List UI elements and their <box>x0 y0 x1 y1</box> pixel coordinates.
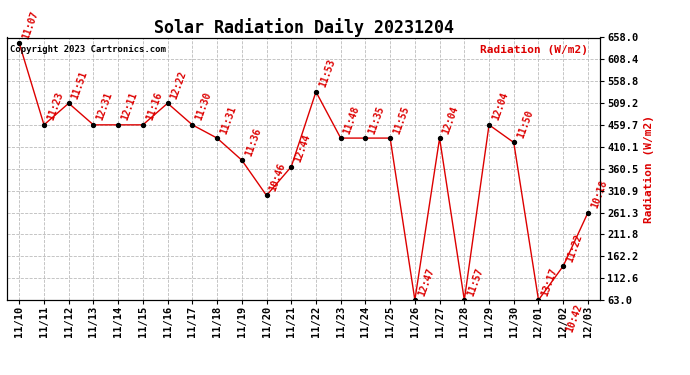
Text: 11:48: 11:48 <box>342 104 362 135</box>
Point <box>63 100 75 106</box>
Text: 11:55: 11:55 <box>391 104 411 135</box>
Point <box>409 297 420 303</box>
Text: 13:17: 13:17 <box>540 266 560 297</box>
Text: 11:51: 11:51 <box>70 69 90 100</box>
Text: Copyright 2023 Cartronics.com: Copyright 2023 Cartronics.com <box>10 45 166 54</box>
Text: 11:23: 11:23 <box>46 91 65 122</box>
Point <box>384 135 395 141</box>
Point <box>360 135 371 141</box>
Point <box>261 192 272 198</box>
Point <box>236 157 247 163</box>
Point <box>459 297 470 303</box>
Point <box>509 140 520 146</box>
Text: 11:07: 11:07 <box>21 9 40 40</box>
Point <box>582 210 593 216</box>
Text: 11:22: 11:22 <box>564 232 584 263</box>
Text: 11:30: 11:30 <box>194 91 213 122</box>
Point <box>39 122 50 128</box>
Title: Solar Radiation Daily 20231204: Solar Radiation Daily 20231204 <box>154 18 453 38</box>
Text: 12:11: 12:11 <box>119 91 139 122</box>
Text: 11:16: 11:16 <box>144 91 164 122</box>
Point <box>212 135 223 141</box>
Text: Radiation (W/m2): Radiation (W/m2) <box>480 45 589 56</box>
Point <box>335 135 346 141</box>
Point <box>286 164 297 170</box>
Point <box>112 122 124 128</box>
Text: 10:18: 10:18 <box>589 179 609 210</box>
Point <box>310 89 322 95</box>
Text: 12:04: 12:04 <box>491 91 510 122</box>
Text: 11:57: 11:57 <box>466 266 485 297</box>
Point <box>137 122 148 128</box>
Text: 11:50: 11:50 <box>515 109 535 140</box>
Point <box>162 100 173 106</box>
Point <box>484 122 495 128</box>
Text: 10:46: 10:46 <box>268 162 287 193</box>
Y-axis label: Radiation (W/m2): Radiation (W/m2) <box>644 115 654 223</box>
Point <box>14 40 25 46</box>
Text: 11:31: 11:31 <box>219 104 238 135</box>
Text: 12:47: 12:47 <box>416 266 435 297</box>
Point <box>187 122 198 128</box>
Text: 12:04: 12:04 <box>441 104 460 135</box>
Point <box>434 135 445 141</box>
Text: 12:22: 12:22 <box>169 69 188 100</box>
Text: 12:31: 12:31 <box>95 91 115 122</box>
Text: 11:53: 11:53 <box>317 58 337 89</box>
Text: 11:36: 11:36 <box>243 126 263 158</box>
Text: 12:44: 12:44 <box>293 133 312 164</box>
Point <box>533 297 544 303</box>
Text: 10:42: 10:42 <box>564 303 584 334</box>
Point <box>558 263 569 269</box>
Text: 11:35: 11:35 <box>367 104 386 135</box>
Point <box>88 122 99 128</box>
